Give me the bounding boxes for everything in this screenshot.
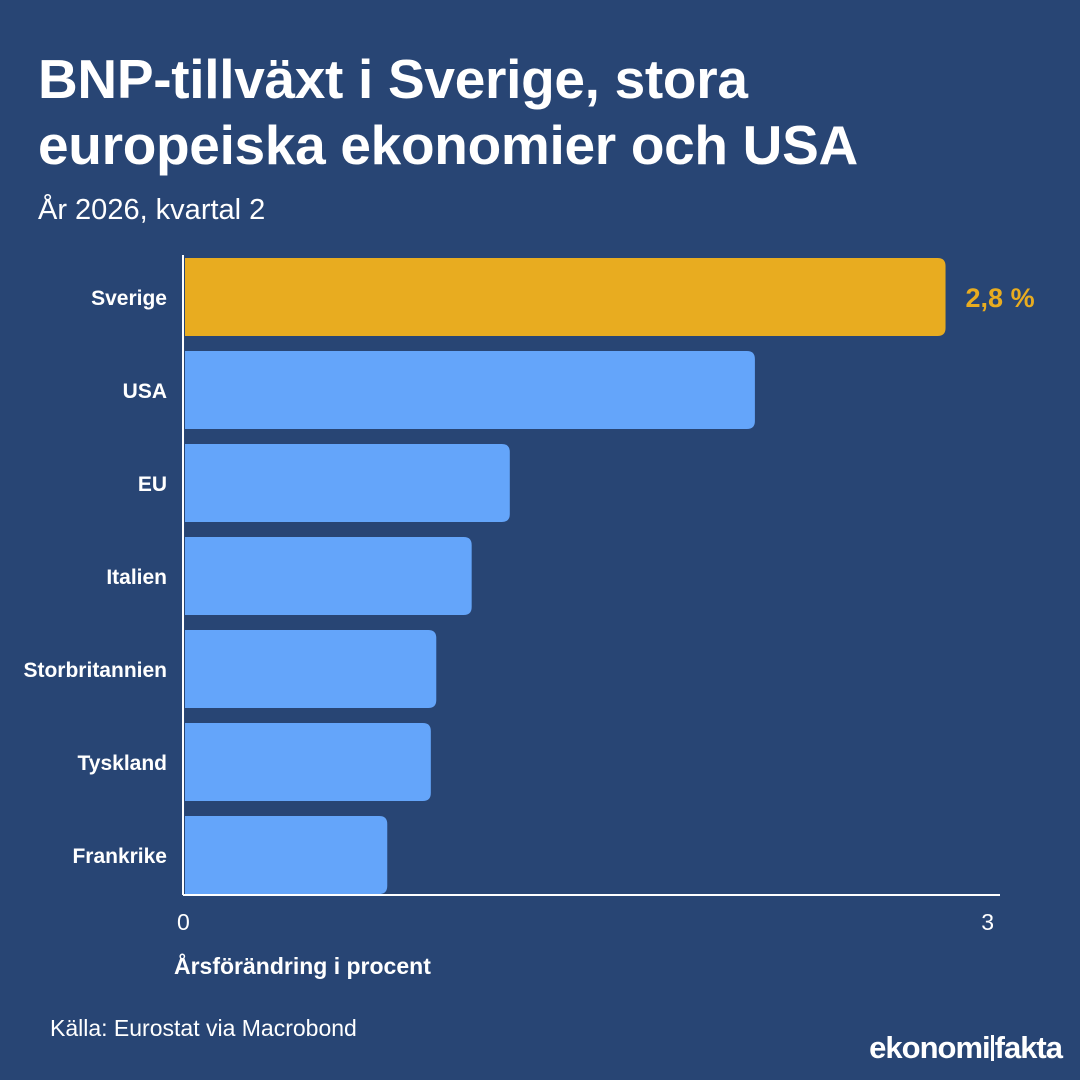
x-tick-0: 0 xyxy=(177,909,190,935)
category-label-frankrike: Frankrike xyxy=(72,845,167,868)
bar-frankrike xyxy=(185,816,388,894)
logo-text-part2: fakta xyxy=(994,1030,1063,1065)
bars-group xyxy=(185,258,946,894)
value-labels: 2,8 % xyxy=(966,283,1035,313)
category-label-sverige: Sverige xyxy=(91,287,167,310)
bar-usa xyxy=(185,351,755,429)
category-labels: Sverige USA EU Italien Storbritannien Tysklan… xyxy=(23,287,167,868)
category-label-italien: Italien xyxy=(106,566,167,589)
bar-italien xyxy=(185,537,472,615)
bar-sverige xyxy=(185,258,946,336)
axes-group xyxy=(182,255,1000,896)
x-axis-label: Årsförändring i procent xyxy=(174,953,431,979)
source-note: Källa: Eurostat via Macrobond xyxy=(50,1015,357,1041)
bar-tyskland xyxy=(185,723,431,801)
logo-text-part1: ekonomi xyxy=(869,1030,990,1065)
value-label-sverige: 2,8 % xyxy=(966,283,1035,313)
ekonomifakta-logo: ekonomi fakta xyxy=(869,1028,1063,1068)
category-label-eu: EU xyxy=(138,473,167,496)
x-tick-3: 3 xyxy=(981,909,994,935)
category-label-usa: USA xyxy=(123,380,167,403)
category-label-storbritannien: Storbritannien xyxy=(23,659,167,682)
chart-subtitle: År 2026, kvartal 2 xyxy=(38,194,266,226)
bar-storbritannien xyxy=(185,630,437,708)
bar-eu xyxy=(185,444,510,522)
category-label-tyskland: Tyskland xyxy=(78,752,167,775)
logo-separator xyxy=(990,1035,994,1061)
chart-title: BNP-tillväxt i Sverige, stora europeiska… xyxy=(38,48,858,176)
